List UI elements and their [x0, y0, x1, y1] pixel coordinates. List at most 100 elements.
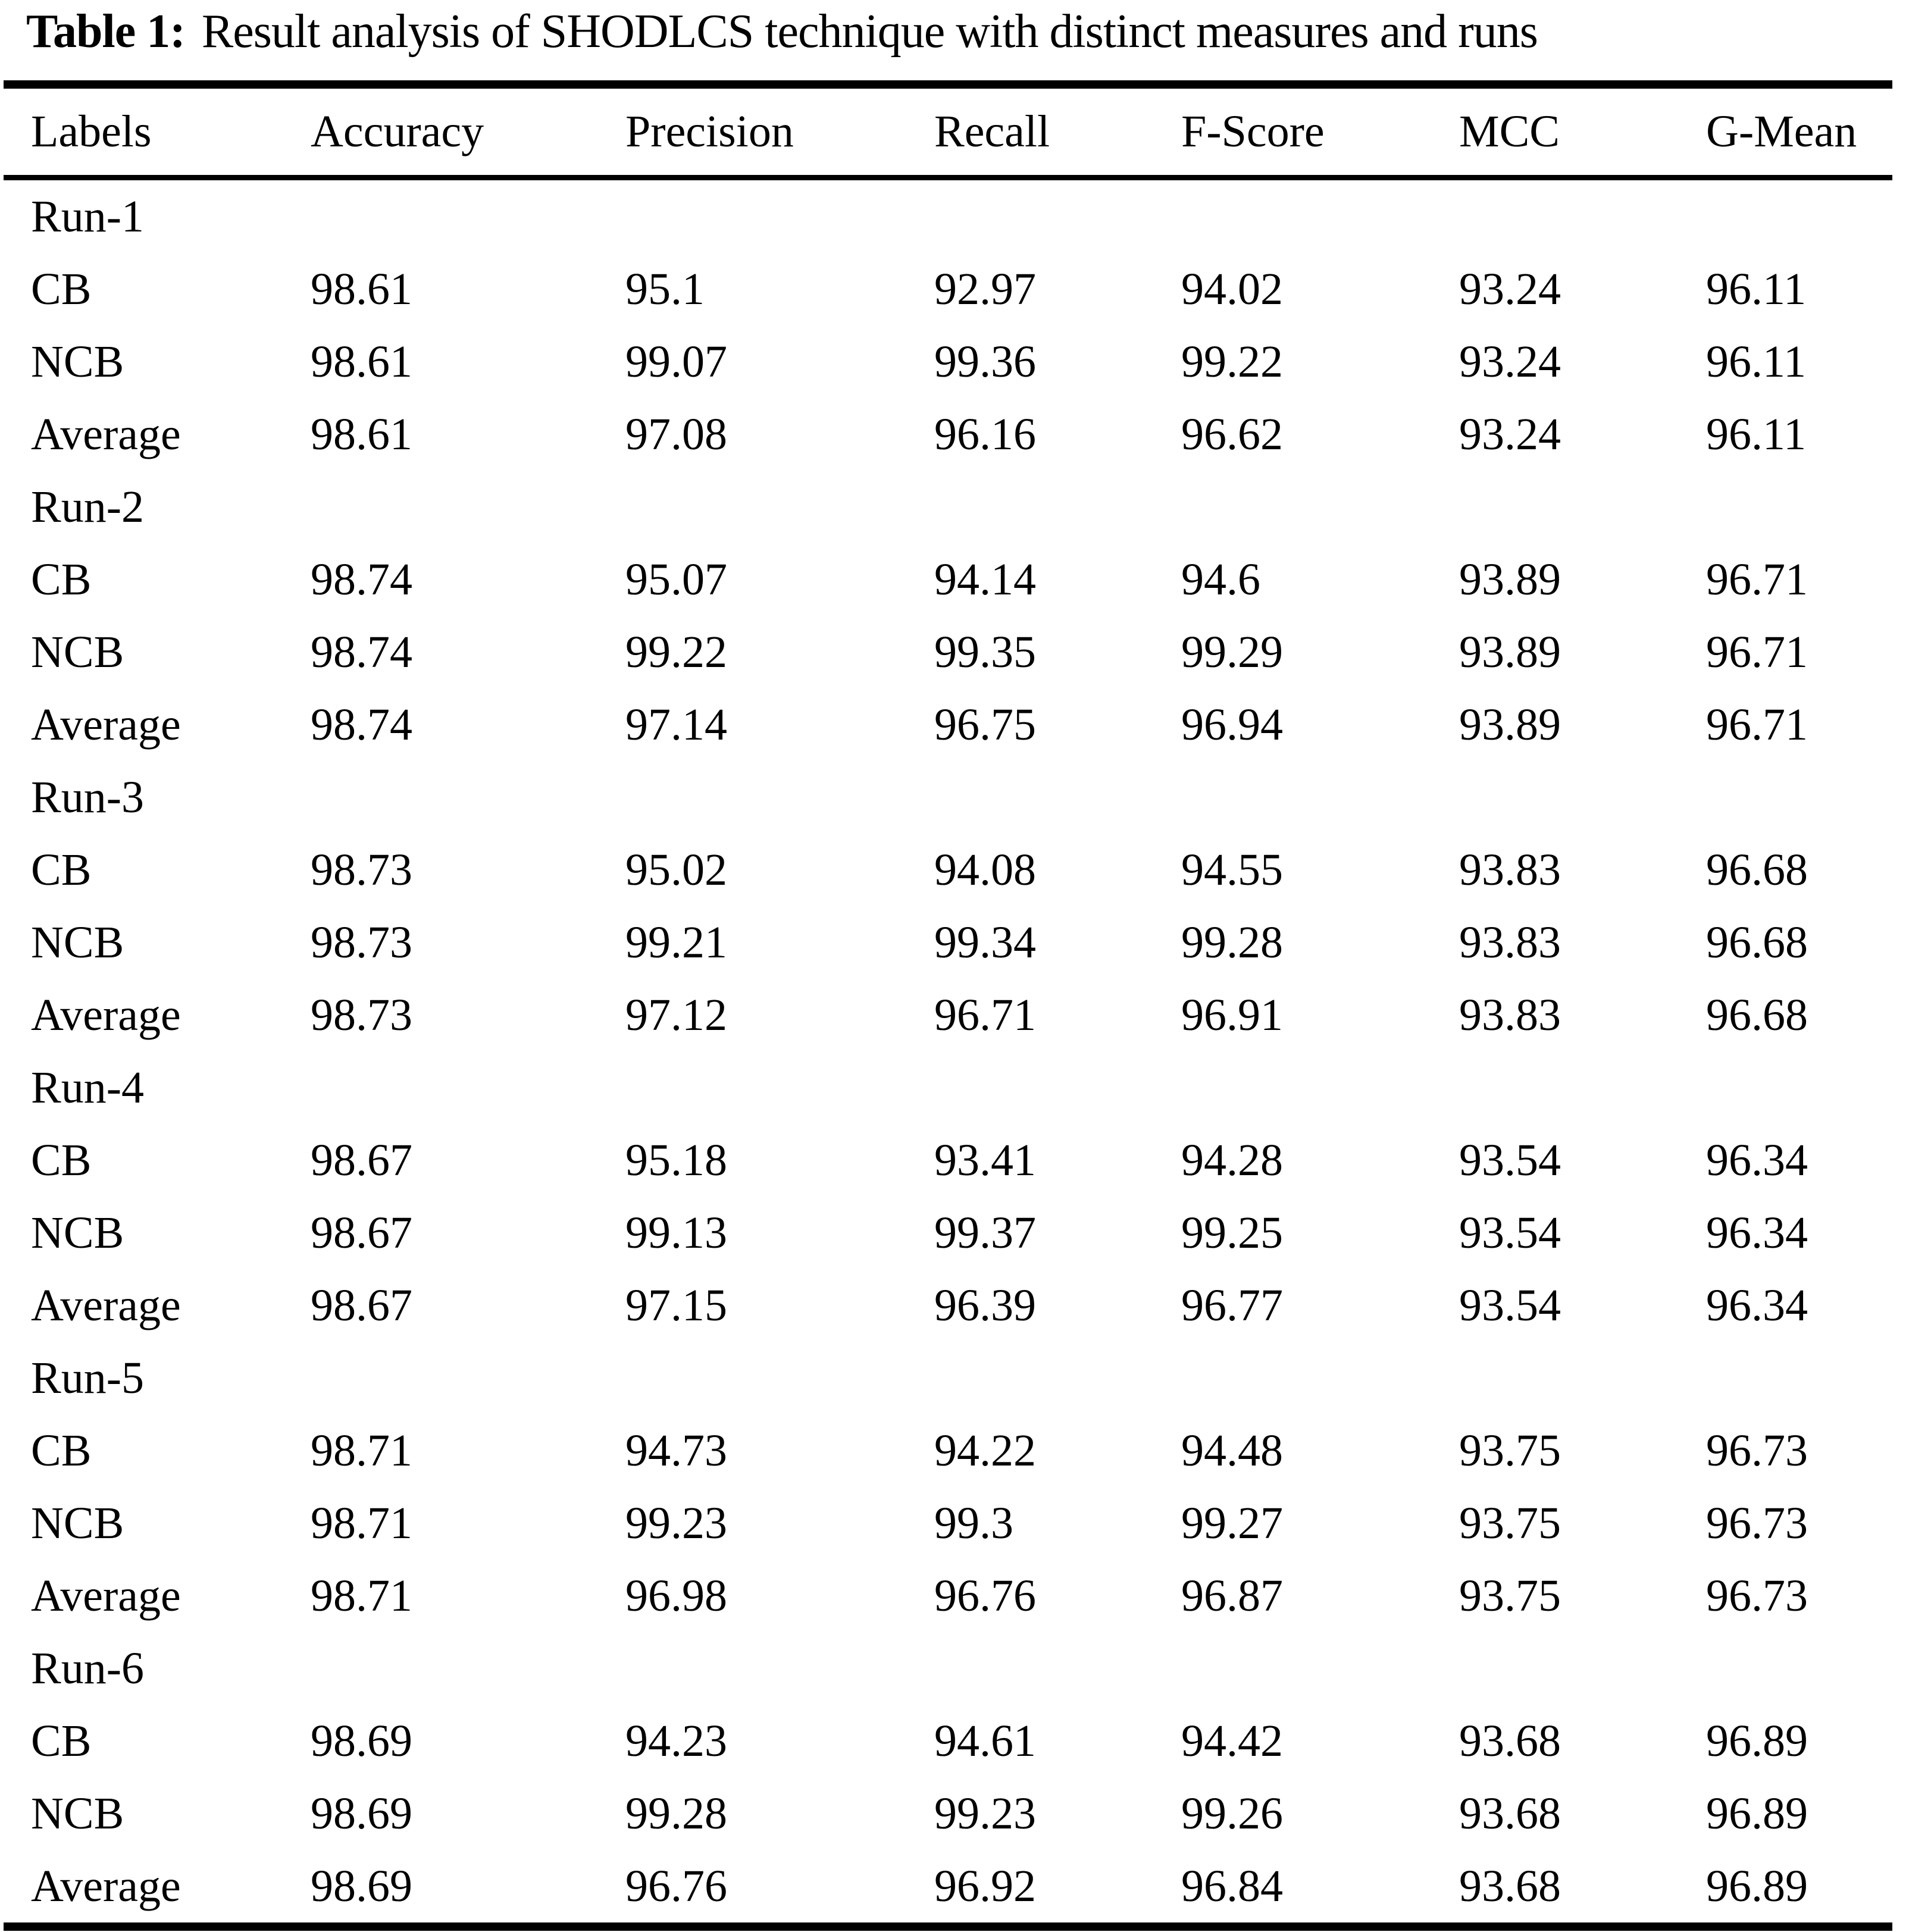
value-cell: 93.54 — [1459, 1207, 1561, 1258]
value-cell: 93.68 — [1459, 1788, 1561, 1839]
value-cell: 98.61 — [311, 264, 412, 314]
value-cell: 94.42 — [1181, 1715, 1283, 1766]
value-cell: 98.61 — [311, 336, 412, 387]
value-cell: 99.22 — [625, 627, 727, 677]
value-cell: 93.68 — [1459, 1715, 1561, 1766]
value-cell: 94.22 — [934, 1425, 1036, 1476]
value-cell: 99.3 — [934, 1498, 1013, 1548]
value-cell: 93.24 — [1459, 336, 1561, 387]
value-cell: 96.71 — [1706, 699, 1808, 750]
value-cell: 98.61 — [311, 409, 412, 459]
table-row: CB 98.73 95.02 94.08 94.55 93.83 96.68 — [26, 834, 1895, 906]
column-header-labels: Labels — [31, 107, 152, 156]
value-cell: 96.11 — [1706, 264, 1807, 314]
value-cell: 93.89 — [1459, 699, 1561, 750]
value-cell: 96.98 — [625, 1570, 727, 1621]
value-cell: 98.73 — [311, 990, 412, 1040]
value-cell: 96.84 — [1181, 1861, 1283, 1911]
value-cell: 98.73 — [311, 917, 412, 967]
value-cell: 96.39 — [934, 1280, 1036, 1330]
value-cell: 96.34 — [1706, 1135, 1808, 1185]
row-label: Average — [31, 409, 181, 459]
value-cell: 98.74 — [311, 627, 412, 677]
value-cell: 95.07 — [625, 554, 727, 605]
table-caption: Table 1: Result analysis of SHODLCS techn… — [0, 0, 1909, 80]
value-cell: 97.08 — [625, 409, 727, 459]
value-cell: 98.71 — [311, 1498, 412, 1548]
row-label: NCB — [31, 917, 124, 967]
row-label: NCB — [31, 1498, 124, 1548]
value-cell: 99.23 — [934, 1788, 1036, 1839]
value-cell: 93.83 — [1459, 990, 1561, 1040]
value-cell: 94.55 — [1181, 844, 1283, 895]
value-cell: 96.89 — [1706, 1788, 1808, 1839]
table-row: Average 98.73 97.12 96.71 96.91 93.83 96.68 — [26, 979, 1895, 1051]
value-cell: 99.34 — [934, 917, 1036, 967]
value-cell: 98.69 — [311, 1715, 412, 1766]
value-cell: 94.48 — [1181, 1425, 1283, 1476]
row-label: NCB — [31, 1788, 124, 1839]
table-row: NCB 98.67 99.13 99.37 99.25 93.54 96.34 — [26, 1197, 1895, 1269]
header-row: Labels Accuracy Precision Recall F-Score… — [26, 89, 1895, 175]
value-cell: 93.54 — [1459, 1280, 1561, 1330]
value-cell: 98.71 — [311, 1425, 412, 1476]
value-cell: 96.71 — [1706, 627, 1808, 677]
run-label: Run-4 — [31, 1062, 144, 1113]
value-cell: 96.68 — [1706, 917, 1808, 967]
run-label: Run-2 — [31, 481, 144, 532]
run-header-row: Run-1 — [26, 180, 1895, 253]
value-cell: 96.68 — [1706, 844, 1808, 895]
value-cell: 93.75 — [1459, 1498, 1561, 1548]
value-cell: 93.83 — [1459, 917, 1561, 967]
column-header-accuracy: Accuracy — [311, 107, 484, 156]
value-cell: 99.28 — [1181, 917, 1283, 967]
value-cell: 96.62 — [1181, 409, 1283, 459]
row-label: Average — [31, 1570, 181, 1621]
table-row: CB 98.69 94.23 94.61 94.42 93.68 96.89 — [26, 1705, 1895, 1777]
value-cell: 96.77 — [1181, 1280, 1283, 1330]
value-cell: 97.12 — [625, 990, 727, 1040]
column-header-recall: Recall — [934, 107, 1050, 156]
value-cell: 99.37 — [934, 1207, 1036, 1258]
value-cell: 98.74 — [311, 699, 412, 750]
value-cell: 98.69 — [311, 1788, 412, 1839]
row-label: CB — [31, 1715, 92, 1766]
run-label: Run-6 — [31, 1643, 144, 1693]
row-label: CB — [31, 1135, 92, 1185]
value-cell: 96.76 — [625, 1861, 727, 1911]
value-cell: 94.14 — [934, 554, 1036, 605]
value-cell: 96.11 — [1706, 336, 1807, 387]
value-cell: 99.25 — [1181, 1207, 1283, 1258]
value-cell: 94.08 — [934, 844, 1036, 895]
value-cell: 94.6 — [1181, 554, 1260, 605]
run-header-row: Run-3 — [26, 761, 1895, 834]
value-cell: 93.83 — [1459, 844, 1561, 895]
row-label: NCB — [31, 336, 124, 387]
value-cell: 96.71 — [1706, 554, 1808, 605]
column-header-precision: Precision — [625, 107, 794, 156]
value-cell: 98.74 — [311, 554, 412, 605]
top-rule — [4, 80, 1892, 89]
table-row: CB 98.67 95.18 93.41 94.28 93.54 96.34 — [26, 1124, 1895, 1197]
table-row: CB 98.61 95.1 92.97 94.02 93.24 96.11 — [26, 253, 1895, 325]
table-row: CB 98.71 94.73 94.22 94.48 93.75 96.73 — [26, 1414, 1895, 1487]
table-row: Average 98.61 97.08 96.16 96.62 93.24 96.11 — [26, 398, 1895, 471]
run-label: Run-5 — [31, 1352, 144, 1403]
value-cell: 96.94 — [1181, 699, 1283, 750]
value-cell: 98.69 — [311, 1861, 412, 1911]
value-cell: 93.54 — [1459, 1135, 1561, 1185]
value-cell: 98.73 — [311, 844, 412, 895]
value-cell: 96.68 — [1706, 990, 1808, 1040]
value-cell: 96.76 — [934, 1570, 1036, 1621]
value-cell: 96.73 — [1706, 1425, 1808, 1476]
value-cell: 96.16 — [934, 409, 1036, 459]
value-cell: 99.29 — [1181, 627, 1283, 677]
value-cell: 99.22 — [1181, 336, 1283, 387]
value-cell: 93.24 — [1459, 264, 1561, 314]
bottom-rule — [4, 1922, 1892, 1931]
run-label: Run-3 — [31, 772, 144, 822]
value-cell: 99.28 — [625, 1788, 727, 1839]
value-cell: 99.21 — [625, 917, 727, 967]
value-cell: 93.75 — [1459, 1425, 1561, 1476]
results-table: Labels Accuracy Precision Recall F-Score… — [26, 89, 1895, 175]
